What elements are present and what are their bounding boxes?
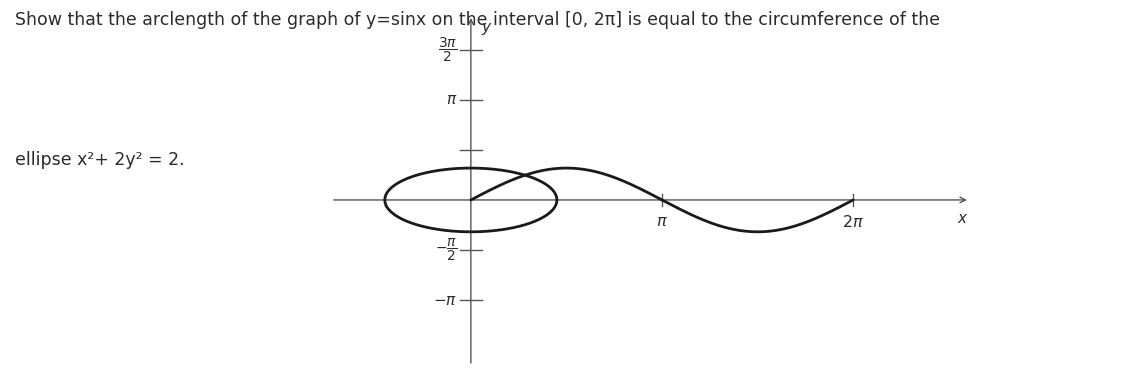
- Text: Show that the arclength of the graph of y=sinx on the interval [0, 2π] is equal : Show that the arclength of the graph of …: [15, 11, 940, 29]
- Text: $-\dfrac{\pi}{2}$: $-\dfrac{\pi}{2}$: [435, 237, 458, 263]
- Text: x: x: [957, 211, 966, 226]
- Text: $\dfrac{3\pi}{2}$: $\dfrac{3\pi}{2}$: [438, 35, 458, 64]
- Text: $\pi$: $\pi$: [656, 214, 667, 229]
- Text: $2\pi$: $2\pi$: [842, 214, 864, 230]
- Text: $-\pi$: $-\pi$: [434, 293, 458, 308]
- Text: ellipse x²+ 2y² = 2.: ellipse x²+ 2y² = 2.: [15, 151, 185, 169]
- Text: y: y: [482, 20, 491, 35]
- Text: $\pi$: $\pi$: [446, 92, 458, 107]
